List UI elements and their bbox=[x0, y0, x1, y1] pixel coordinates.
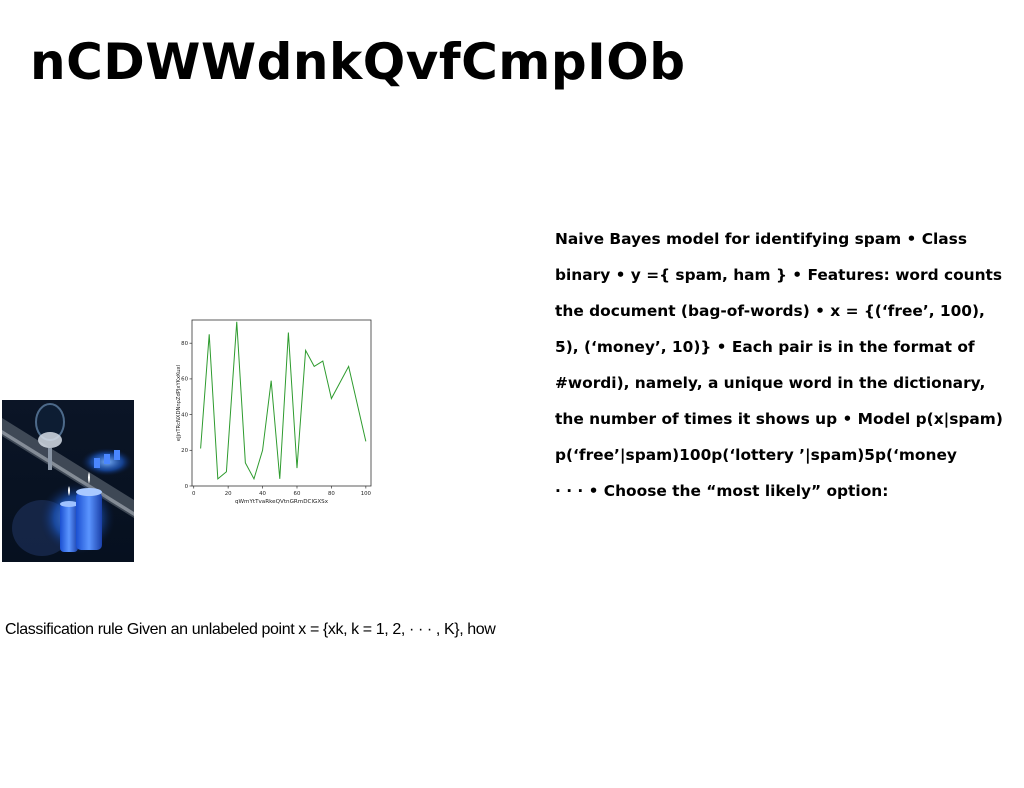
body-line: Naive Bayes model for identifying spam •… bbox=[555, 230, 968, 248]
body-line: 5), (‘money’, 10)} • Each pair is in the… bbox=[555, 338, 975, 356]
y-axis-label: eJjnTRcNXDNnpZdPJxYKxKuxl bbox=[176, 365, 182, 441]
body-line: the number of times it shows up • Model … bbox=[555, 410, 1003, 428]
body-line: the document (bag-of-words) • x = {(‘fre… bbox=[555, 302, 985, 320]
slide-body-text: Naive Bayes model for identifying spam •… bbox=[555, 212, 1023, 518]
y-tick-label: 60 bbox=[181, 377, 188, 383]
plot-frame bbox=[191, 319, 372, 487]
y-tick-label: 40 bbox=[181, 412, 188, 418]
series-line bbox=[200, 321, 367, 481]
x-tick-label: 20 bbox=[225, 491, 232, 497]
slide-title: nCDWWdnkQvfCmpIOb bbox=[30, 33, 686, 91]
x-tick-label: 80 bbox=[328, 491, 335, 497]
x-tick-label: 100 bbox=[361, 491, 372, 497]
body-line: binary • y ={ spam, ham } • Features: wo… bbox=[555, 266, 1003, 284]
x-tick-label: 40 bbox=[259, 491, 266, 497]
x-ticks: 0 20 40 60 80 100 bbox=[192, 486, 372, 497]
line-chart-svg: 0 20 40 60 80 0 20 40 60 80 100 qWmYtTvaRkeQVtnGR… bbox=[176, 319, 372, 505]
candles-photo bbox=[2, 400, 134, 562]
x-axis-label: qWmYtTvaRkeQVtnGRmDClGXSx bbox=[235, 499, 329, 505]
x-tick-label: 60 bbox=[294, 491, 301, 497]
y-tick-label: 20 bbox=[181, 448, 188, 454]
slide-caption: Classification rule Given an unlabeled p… bbox=[5, 621, 496, 638]
y-ticks: 0 20 40 60 80 bbox=[181, 341, 192, 490]
y-tick-label: 80 bbox=[181, 341, 188, 347]
line-chart: 0 20 40 60 80 0 20 40 60 80 100 qWmYtTvaRkeQVtnGR… bbox=[172, 314, 382, 508]
candles-image-icon bbox=[2, 400, 134, 562]
body-line: p(‘free’|spam)100p(‘lottery ’|spam)5p(‘m… bbox=[555, 446, 957, 464]
body-line: · · · • Choose the “most likely” option: bbox=[555, 482, 889, 500]
body-line: #wordi), namely, a unique word in the di… bbox=[555, 374, 986, 392]
x-tick-label: 0 bbox=[192, 491, 196, 497]
y-tick-label: 0 bbox=[185, 484, 189, 490]
